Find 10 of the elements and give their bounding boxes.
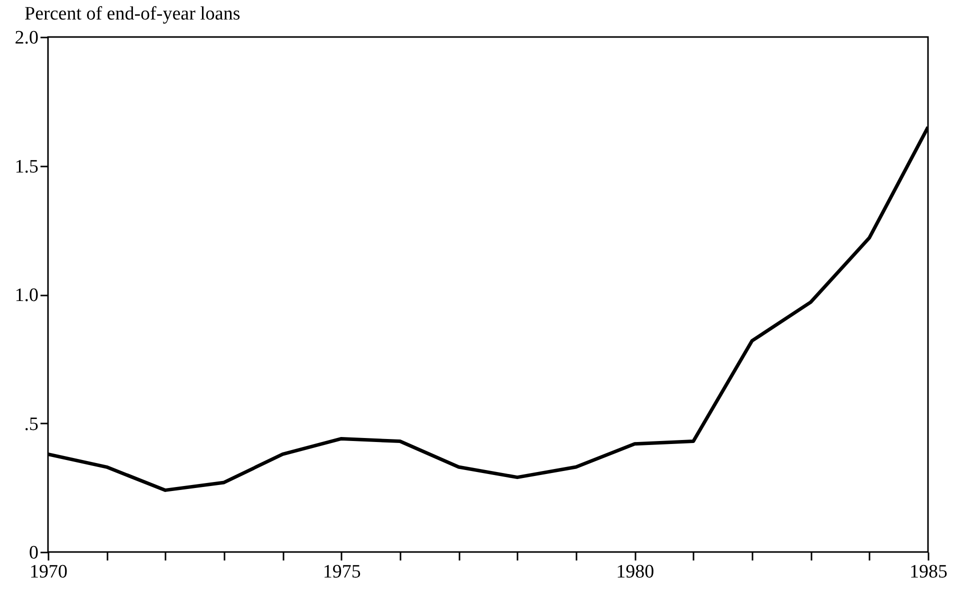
y-tick-label: 1.5 [14,156,38,178]
y-tick-label: 1.0 [14,285,38,306]
x-tick-label: 1985 [910,562,948,582]
x-tick-label: 1980 [616,562,654,582]
y-tick-label: 0 [29,542,38,564]
x-tick-label: 1970 [30,562,68,582]
y-axis-title: Percent of end-of-year loans [24,4,240,24]
x-tick-label: 1975 [322,562,361,582]
y-tick-label: .5 [24,414,38,435]
y-tick-label: 2.0 [14,28,38,48]
